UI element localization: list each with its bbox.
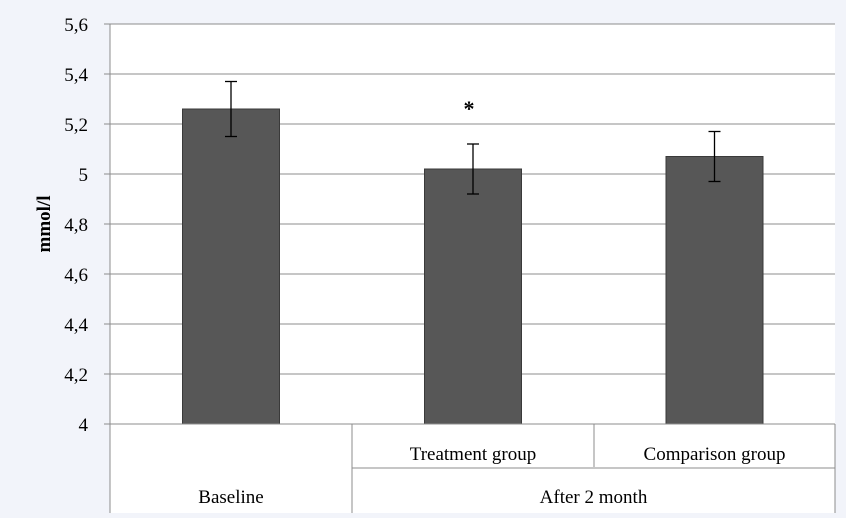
category-label-treatment: Treatment group — [410, 444, 536, 465]
category-label-baseline: Baseline — [198, 487, 263, 508]
y-tick-label: 4,6 — [64, 265, 88, 286]
error-bars — [225, 80, 721, 195]
axes — [109, 24, 836, 513]
category-label-comparison: Comparison group — [644, 444, 786, 465]
bar — [424, 168, 522, 425]
y-tick-label: 4,2 — [64, 365, 88, 386]
group-label: After 2 month — [540, 487, 648, 508]
y-tick-label: 5 — [79, 165, 89, 186]
bars — [182, 108, 764, 425]
y-tick-label: 5,4 — [64, 65, 88, 86]
significance-marker: * — [464, 96, 475, 121]
y-axis-label: mmol/l — [34, 196, 55, 253]
bar — [182, 108, 280, 425]
annotations: * — [464, 96, 475, 121]
y-tick-label: 4,4 — [64, 315, 88, 336]
y-tick-label: 4 — [79, 415, 89, 436]
category-labels: Baseline Treatment group Comparison group A… — [198, 444, 785, 508]
y-tick-label: 4,8 — [64, 215, 88, 236]
y-tick-labels: 4 4,2 4,4 4,6 4,8 5 5,2 5,4 5,6 — [64, 15, 88, 436]
y-tick-label: 5,2 — [64, 115, 88, 136]
y-tick-label: 5,6 — [64, 15, 88, 36]
bar — [665, 156, 764, 425]
